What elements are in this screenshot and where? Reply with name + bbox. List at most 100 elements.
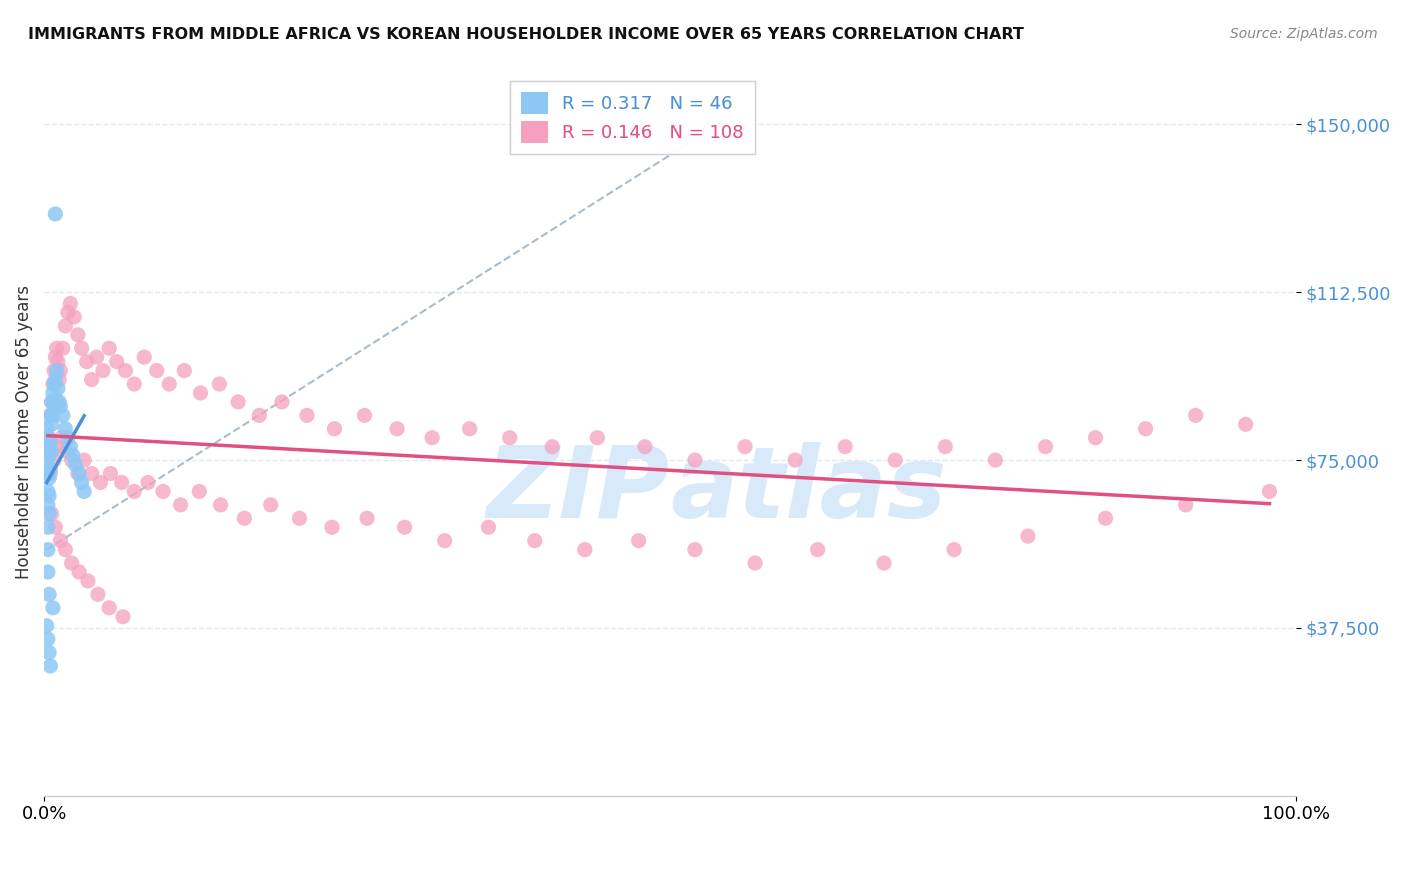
Point xyxy=(35,453,58,467)
Point xyxy=(39,462,62,476)
Point xyxy=(1174,498,1197,512)
Point xyxy=(134,350,156,364)
Point xyxy=(59,440,82,454)
Point xyxy=(73,453,96,467)
Point xyxy=(323,422,346,436)
Point xyxy=(49,533,72,548)
Point xyxy=(80,373,103,387)
Point xyxy=(37,467,59,481)
Point xyxy=(87,587,110,601)
Point xyxy=(353,409,375,423)
Point xyxy=(385,422,408,436)
Point xyxy=(477,520,499,534)
Point xyxy=(356,511,378,525)
Point xyxy=(541,440,564,454)
Point xyxy=(785,453,807,467)
Point xyxy=(63,310,86,324)
Point xyxy=(38,646,60,660)
Point xyxy=(35,422,58,436)
Y-axis label: Householder Income Over 65 years: Householder Income Over 65 years xyxy=(15,285,32,579)
Point xyxy=(1094,511,1116,525)
Point xyxy=(56,305,79,319)
Point xyxy=(98,341,121,355)
Point xyxy=(152,484,174,499)
Point xyxy=(48,395,70,409)
Point xyxy=(67,565,90,579)
Point xyxy=(1035,440,1057,454)
Point xyxy=(247,409,270,423)
Point xyxy=(60,453,83,467)
Point xyxy=(44,207,66,221)
Point xyxy=(1135,422,1157,436)
Point xyxy=(145,363,167,377)
Point xyxy=(39,467,62,481)
Point xyxy=(73,484,96,499)
Point xyxy=(42,453,65,467)
Point xyxy=(105,354,128,368)
Point xyxy=(98,600,121,615)
Point xyxy=(44,373,66,387)
Point xyxy=(37,498,59,512)
Point xyxy=(55,444,77,458)
Point xyxy=(934,440,956,454)
Point xyxy=(42,377,65,392)
Point xyxy=(46,354,69,368)
Point xyxy=(1084,431,1107,445)
Point xyxy=(42,377,65,392)
Point xyxy=(42,400,65,414)
Point xyxy=(39,659,62,673)
Point xyxy=(39,435,62,450)
Point xyxy=(394,520,416,534)
Point xyxy=(76,354,98,368)
Point xyxy=(634,440,657,454)
Point xyxy=(37,484,59,499)
Point xyxy=(586,431,609,445)
Point xyxy=(60,556,83,570)
Point xyxy=(37,520,59,534)
Point xyxy=(157,377,180,392)
Point xyxy=(499,431,522,445)
Point xyxy=(260,498,283,512)
Point xyxy=(173,363,195,377)
Point xyxy=(45,341,67,355)
Point xyxy=(37,431,59,445)
Point xyxy=(38,431,60,445)
Point xyxy=(46,382,69,396)
Point xyxy=(420,431,443,445)
Point xyxy=(39,409,62,423)
Point xyxy=(65,458,87,472)
Point xyxy=(744,556,766,570)
Point xyxy=(523,533,546,548)
Point xyxy=(37,565,59,579)
Point xyxy=(458,422,481,436)
Point xyxy=(873,556,896,570)
Point xyxy=(683,453,706,467)
Point xyxy=(114,363,136,377)
Text: atlas: atlas xyxy=(669,442,946,539)
Point xyxy=(59,296,82,310)
Point xyxy=(38,449,60,463)
Point xyxy=(55,542,77,557)
Point xyxy=(122,377,145,392)
Point xyxy=(38,587,60,601)
Point xyxy=(188,484,211,499)
Point xyxy=(37,440,59,454)
Point xyxy=(627,533,650,548)
Point xyxy=(41,507,63,521)
Point xyxy=(80,467,103,481)
Point xyxy=(1017,529,1039,543)
Point xyxy=(834,440,856,454)
Text: IMMIGRANTS FROM MIDDLE AFRICA VS KOREAN HOUSEHOLDER INCOME OVER 65 YEARS CORRELA: IMMIGRANTS FROM MIDDLE AFRICA VS KOREAN … xyxy=(28,27,1024,42)
Point xyxy=(984,453,1007,467)
Point xyxy=(683,542,706,557)
Point xyxy=(38,507,60,521)
Point xyxy=(42,363,65,377)
Point xyxy=(41,395,63,409)
Point xyxy=(111,609,134,624)
Point xyxy=(45,363,67,377)
Point xyxy=(66,467,89,481)
Point xyxy=(86,350,108,364)
Point xyxy=(209,498,232,512)
Point xyxy=(295,409,318,423)
Point xyxy=(67,467,90,481)
